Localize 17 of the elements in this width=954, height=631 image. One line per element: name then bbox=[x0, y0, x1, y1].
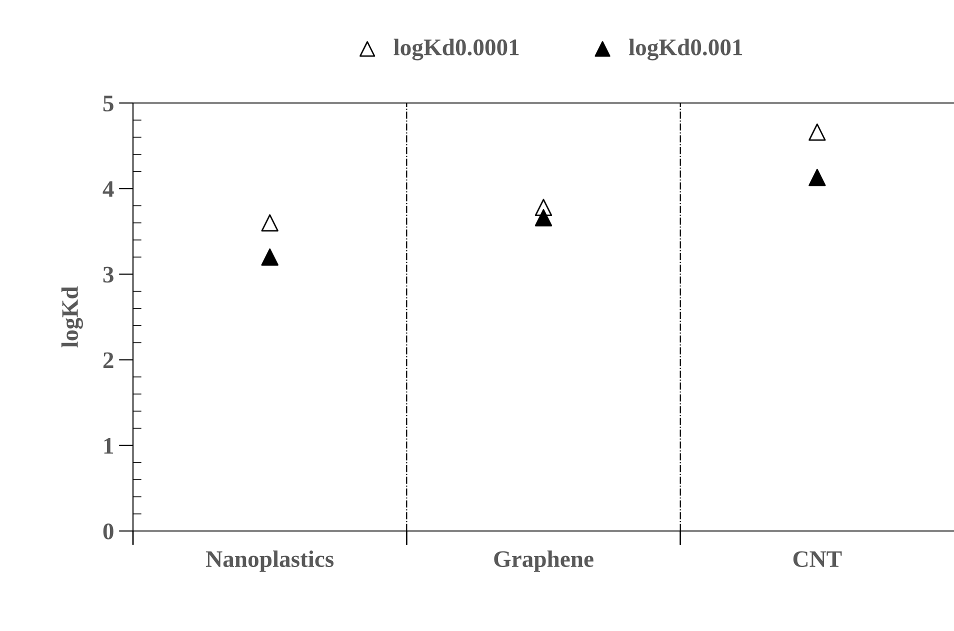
y-tick-label: 2 bbox=[103, 352, 114, 368]
legend-label: logKd0.001 bbox=[628, 38, 742, 60]
point bbox=[808, 168, 826, 186]
point bbox=[261, 248, 278, 266]
y-tick-label: 4 bbox=[102, 181, 114, 197]
y-tick-label: 1 bbox=[104, 438, 114, 454]
x-tick-label: CNT bbox=[793, 551, 842, 568]
point bbox=[261, 214, 278, 232]
y-tick-label: 0 bbox=[103, 523, 114, 540]
y-axis-title: logKd bbox=[61, 286, 83, 348]
legend-label: logKd0.0001 bbox=[394, 38, 519, 60]
y-tick-label: 3 bbox=[103, 266, 114, 283]
y-tick-label: 5 bbox=[103, 96, 114, 112]
point bbox=[808, 123, 826, 141]
x-tick-label: Graphene bbox=[494, 550, 594, 572]
x-tick-label: Nanoplastics bbox=[206, 550, 334, 572]
point bbox=[534, 209, 552, 226]
